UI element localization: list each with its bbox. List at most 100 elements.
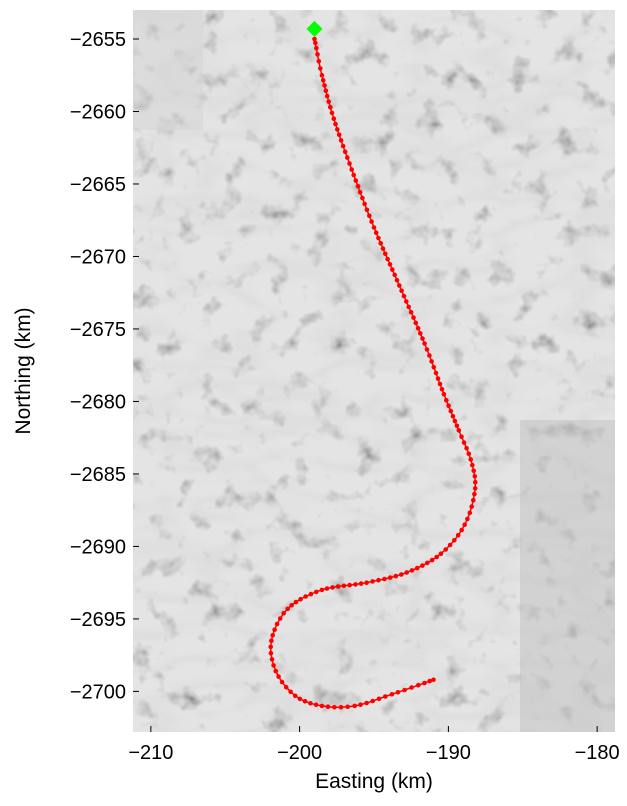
track-point bbox=[269, 638, 274, 643]
track-point bbox=[411, 315, 416, 320]
y-tick-label: −2675 bbox=[70, 319, 126, 341]
track-point bbox=[427, 678, 433, 684]
x-tick-label: −190 bbox=[426, 742, 471, 764]
track-point bbox=[353, 178, 359, 183]
track-point bbox=[420, 563, 425, 568]
track-point bbox=[448, 408, 454, 414]
track-point bbox=[383, 251, 388, 257]
track-point bbox=[429, 557, 435, 563]
track-point bbox=[360, 195, 365, 201]
track-point bbox=[402, 687, 407, 693]
track-point bbox=[472, 474, 478, 479]
track-point bbox=[380, 246, 386, 251]
track-point bbox=[469, 504, 475, 509]
x-tick-label: −180 bbox=[575, 742, 620, 764]
track-point bbox=[289, 603, 294, 608]
track-point bbox=[466, 451, 472, 457]
track-point bbox=[425, 560, 430, 566]
track-point bbox=[318, 66, 323, 71]
track-point bbox=[441, 391, 447, 397]
track-point bbox=[472, 491, 477, 497]
y-tick-label: −2660 bbox=[70, 101, 126, 123]
track-point bbox=[325, 704, 331, 709]
y-axis: −2655 −2660 −2665 −2670 −2675 −2680 −2685 −2690… bbox=[70, 29, 139, 703]
marker-layer bbox=[306, 20, 323, 37]
track-point bbox=[358, 702, 363, 707]
x-axis: −210 −200 −190 −180 bbox=[128, 726, 620, 764]
track-point bbox=[413, 320, 419, 326]
track-point bbox=[279, 679, 285, 685]
track-point bbox=[392, 272, 398, 278]
track-point bbox=[313, 702, 319, 708]
satellite-background bbox=[133, 10, 615, 732]
track-point bbox=[369, 219, 374, 224]
track-point bbox=[340, 143, 346, 149]
track-point bbox=[385, 256, 390, 262]
track-point bbox=[355, 184, 361, 189]
track-point bbox=[467, 510, 473, 516]
track-point bbox=[418, 331, 423, 336]
track-point bbox=[422, 680, 427, 686]
track-point bbox=[434, 554, 440, 560]
y-tick-label: −2680 bbox=[70, 391, 126, 413]
track-point bbox=[314, 589, 319, 595]
track-point bbox=[443, 547, 449, 552]
track-point bbox=[353, 582, 358, 587]
track-point bbox=[462, 522, 468, 527]
track-point bbox=[471, 468, 477, 474]
track-point bbox=[420, 336, 425, 341]
track-point bbox=[319, 587, 325, 593]
track-point bbox=[302, 699, 308, 704]
track-point bbox=[454, 423, 460, 429]
track-point bbox=[314, 45, 319, 51]
track-point bbox=[362, 201, 367, 207]
track-point bbox=[274, 621, 280, 627]
track-point bbox=[292, 693, 298, 699]
track-point bbox=[376, 235, 381, 241]
track-point bbox=[312, 36, 317, 42]
track-point bbox=[450, 413, 456, 419]
track-point bbox=[347, 161, 352, 166]
track-point bbox=[324, 586, 330, 591]
track-point bbox=[408, 309, 414, 315]
y-tick-label: −2690 bbox=[70, 536, 126, 558]
track-point bbox=[288, 689, 293, 695]
track-point bbox=[330, 585, 335, 590]
track-point bbox=[347, 582, 353, 588]
track-point bbox=[376, 577, 381, 583]
track-point bbox=[335, 127, 340, 132]
track-point bbox=[406, 304, 412, 310]
track-point bbox=[332, 704, 337, 710]
track-point bbox=[424, 347, 430, 352]
track-point bbox=[298, 596, 303, 602]
track-point bbox=[373, 230, 379, 235]
y-axis-title: Northing (km) bbox=[12, 307, 35, 434]
track-point bbox=[329, 110, 335, 116]
track-point bbox=[352, 703, 358, 709]
track-point bbox=[351, 172, 357, 178]
track-point bbox=[319, 703, 325, 709]
track-point bbox=[342, 149, 348, 155]
track-point bbox=[395, 690, 401, 695]
track-point bbox=[401, 293, 407, 299]
track-point bbox=[316, 59, 322, 64]
track-point bbox=[414, 565, 420, 571]
track-point bbox=[341, 583, 347, 589]
track-point bbox=[349, 167, 355, 172]
track-point bbox=[313, 40, 318, 46]
track-point bbox=[439, 386, 445, 392]
track-point bbox=[276, 674, 281, 679]
track-point bbox=[389, 692, 395, 697]
track-point bbox=[268, 644, 274, 650]
track-point bbox=[397, 283, 402, 288]
track-point bbox=[320, 78, 326, 83]
track-point bbox=[285, 606, 291, 612]
track-point bbox=[336, 132, 342, 138]
track-point bbox=[399, 288, 404, 294]
track-point bbox=[269, 657, 275, 662]
track-point bbox=[404, 570, 410, 575]
track-point bbox=[409, 568, 415, 573]
track-point bbox=[455, 533, 461, 538]
track-point bbox=[364, 580, 369, 585]
track-point bbox=[319, 72, 325, 78]
